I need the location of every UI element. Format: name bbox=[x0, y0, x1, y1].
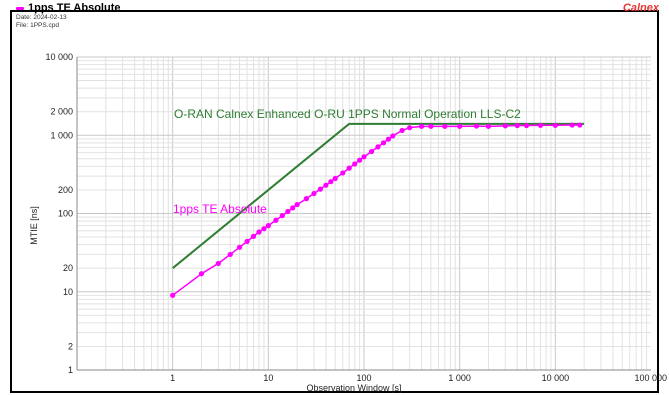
measurement-point bbox=[385, 136, 392, 142]
y-tick-label: 2 bbox=[68, 341, 73, 351]
mask-series-label: O-RAN Calnex Enhanced O-RU 1PPS Normal O… bbox=[174, 107, 521, 121]
chart-date: Date: 2024-02-13 bbox=[16, 14, 67, 21]
measurement-point bbox=[303, 196, 310, 202]
measurement-point bbox=[273, 217, 279, 223]
x-tick-label: 10 000 bbox=[542, 373, 570, 383]
y-tick-label: 10 000 bbox=[45, 52, 73, 62]
y-tick-label: 1 000 bbox=[50, 130, 73, 140]
measurement-line bbox=[172, 124, 580, 296]
measurement-point bbox=[265, 223, 271, 229]
measurement-series-label: 1pps TE Absolute bbox=[173, 202, 267, 216]
measurement-point bbox=[399, 127, 405, 134]
series-swatch bbox=[16, 6, 24, 10]
measurement-point bbox=[328, 179, 334, 185]
measurement-point bbox=[407, 125, 413, 131]
y-axis-label: MTIE [ns] bbox=[29, 206, 39, 245]
measurement-point bbox=[428, 123, 434, 129]
x-tick-label: 100 bbox=[356, 373, 371, 383]
chart-header: 1pps TE Absolute Date: 2024-02-13 File: … bbox=[16, 2, 121, 30]
measurement-point bbox=[236, 244, 243, 250]
measurement-point bbox=[357, 157, 363, 163]
x-axis-label: Observation Window [s] bbox=[306, 383, 401, 393]
measurement-point bbox=[418, 123, 425, 129]
measurement-point bbox=[346, 165, 352, 171]
measurement-point bbox=[361, 154, 367, 160]
measurement-point bbox=[442, 123, 448, 129]
y-tick-label: 20 bbox=[63, 263, 73, 273]
x-tick-label: 100 000 bbox=[634, 373, 667, 383]
measurement-point bbox=[170, 292, 176, 298]
measurement-point bbox=[390, 133, 396, 139]
measurement-point bbox=[244, 238, 250, 244]
measurement-point bbox=[294, 201, 300, 208]
measurement-point bbox=[552, 122, 558, 128]
y-tick-label: 1 bbox=[68, 365, 73, 375]
measurement-point bbox=[340, 170, 346, 176]
y-tick-label: 10 bbox=[63, 287, 73, 297]
measurement-point bbox=[375, 144, 381, 150]
y-tick-label: 100 bbox=[58, 209, 73, 219]
measurement-point bbox=[227, 251, 233, 258]
measurement-point bbox=[256, 229, 262, 235]
measurement-point bbox=[285, 208, 291, 215]
measurement-point bbox=[473, 123, 480, 129]
measurement-point bbox=[352, 161, 358, 167]
measurement-point bbox=[290, 205, 296, 211]
chart-file: File: 1PPS.cpd bbox=[16, 22, 59, 29]
measurement-point bbox=[537, 122, 544, 128]
measurement-point bbox=[523, 122, 530, 129]
x-tick-label: 1 bbox=[170, 373, 175, 383]
measurement-point bbox=[215, 260, 221, 267]
measurement-point bbox=[457, 123, 463, 129]
x-tick-label: 10 bbox=[263, 373, 273, 383]
calnex-logo: Calnex bbox=[622, 2, 659, 14]
measurement-point bbox=[198, 271, 205, 277]
chart-title: 1pps TE Absolute bbox=[28, 2, 121, 14]
title-row: 1pps TE Absolute bbox=[16, 2, 121, 14]
measurement-point bbox=[514, 122, 520, 129]
measurement-point bbox=[317, 186, 323, 192]
y-tick-label: 2 000 bbox=[50, 107, 73, 117]
y-tick-label: 200 bbox=[58, 185, 73, 195]
measurement-point bbox=[332, 175, 338, 182]
measurement-point bbox=[368, 148, 375, 155]
measurement-point bbox=[577, 122, 583, 128]
measurement-point bbox=[279, 213, 285, 219]
measurement-point bbox=[250, 233, 257, 239]
measurement-point bbox=[380, 140, 387, 146]
x-tick-label: 1 000 bbox=[448, 373, 471, 383]
measurement-point bbox=[485, 123, 492, 129]
measurement-point bbox=[502, 123, 508, 129]
measurement-point bbox=[569, 122, 575, 128]
measurement-point bbox=[311, 190, 317, 197]
measurement-point bbox=[261, 226, 267, 232]
measurement-point bbox=[323, 182, 329, 188]
